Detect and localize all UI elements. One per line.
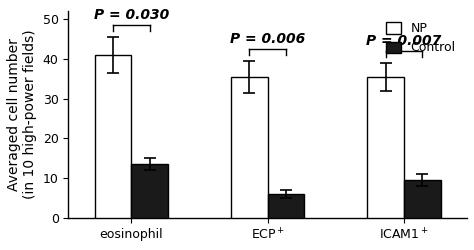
Bar	[95, 55, 131, 218]
Bar	[231, 77, 268, 218]
Text: P = 0.007: P = 0.007	[366, 34, 442, 48]
Bar	[404, 180, 441, 218]
Text: P = 0.030: P = 0.030	[94, 8, 169, 22]
Bar	[131, 164, 168, 218]
Bar	[268, 194, 304, 218]
Y-axis label: Averaged cell number
(in 10 high-power fields): Averaged cell number (in 10 high-power f…	[7, 30, 37, 199]
Legend: NP, Control: NP, Control	[381, 17, 461, 59]
Text: P = 0.006: P = 0.006	[230, 32, 305, 46]
Bar	[367, 77, 404, 218]
